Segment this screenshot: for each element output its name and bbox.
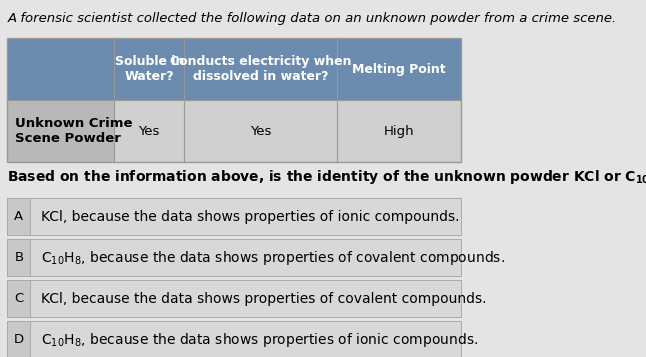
Text: Yes: Yes xyxy=(250,125,271,137)
Bar xyxy=(114,100,184,162)
Text: C: C xyxy=(14,292,23,305)
Bar xyxy=(337,100,461,162)
Text: KCl, because the data shows properties of covalent compounds.: KCl, because the data shows properties o… xyxy=(41,292,487,306)
Bar xyxy=(7,198,30,235)
Text: A: A xyxy=(14,210,23,223)
Bar xyxy=(7,280,30,317)
Bar xyxy=(7,280,461,317)
Text: B: B xyxy=(14,251,23,264)
Bar xyxy=(7,198,461,235)
Text: Melting Point: Melting Point xyxy=(352,62,446,75)
Text: Unknown Crime
Scene Powder: Unknown Crime Scene Powder xyxy=(14,117,132,145)
Text: $\mathregular{C_{10}H_8}$, because the data shows properties of covalent compoun: $\mathregular{C_{10}H_8}$, because the d… xyxy=(41,248,505,266)
Text: A forensic scientist collected the following data on an unknown powder from a cr: A forensic scientist collected the follo… xyxy=(7,12,616,25)
Bar xyxy=(7,38,461,162)
Bar xyxy=(184,100,337,162)
Bar xyxy=(7,239,30,276)
Bar xyxy=(7,38,461,100)
Bar xyxy=(7,100,114,162)
Bar xyxy=(7,321,30,357)
Text: KCl, because the data shows properties of ionic compounds.: KCl, because the data shows properties o… xyxy=(41,210,460,223)
Text: $\mathregular{C_{10}H_8}$, because the data shows properties of ionic compounds.: $\mathregular{C_{10}H_8}$, because the d… xyxy=(41,331,479,348)
Text: Conducts electricity when
dissolved in water?: Conducts electricity when dissolved in w… xyxy=(170,55,351,83)
Text: D: D xyxy=(14,333,24,346)
Text: High: High xyxy=(384,125,414,137)
Bar xyxy=(7,321,461,357)
Text: Soluble in
Water?: Soluble in Water? xyxy=(114,55,184,83)
Bar xyxy=(7,239,461,276)
Text: Yes: Yes xyxy=(138,125,160,137)
Text: Based on the information above, is the identity of the unknown powder KCl or $\m: Based on the information above, is the i… xyxy=(7,168,646,186)
